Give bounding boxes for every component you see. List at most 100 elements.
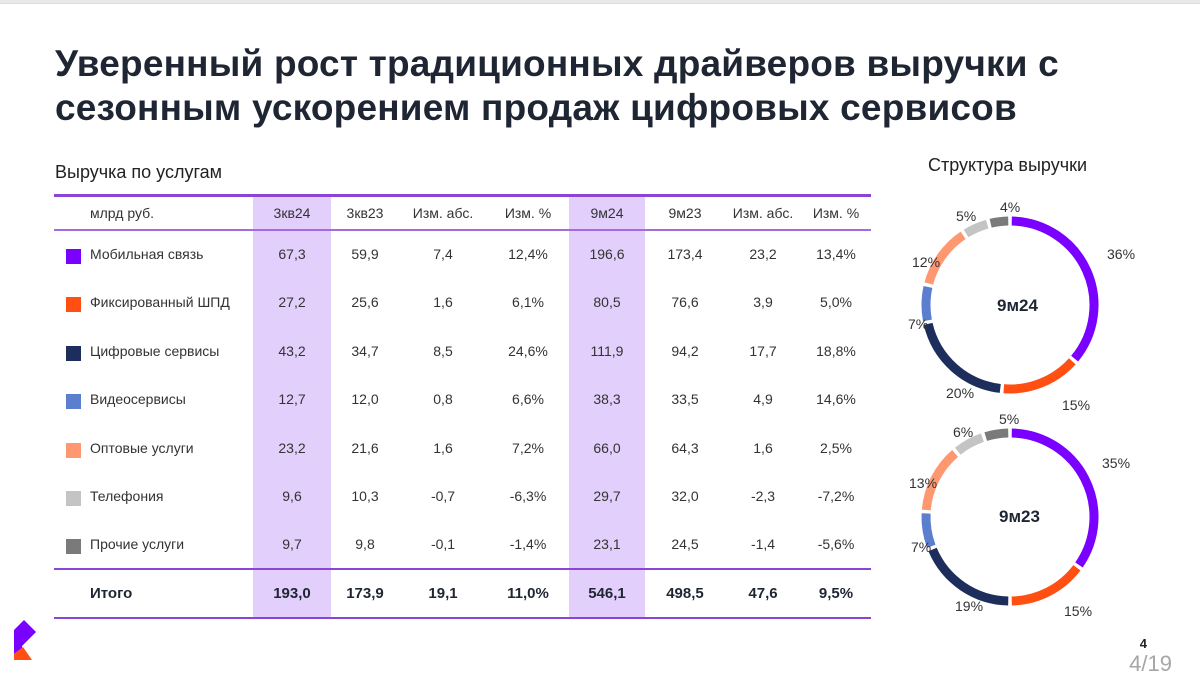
table-cell: 1,6 bbox=[753, 439, 773, 456]
table-cell: 23,2 bbox=[749, 246, 777, 263]
table-cell: 6,1% bbox=[512, 294, 544, 311]
legend-swatch-icon bbox=[66, 297, 81, 313]
legend-swatch-icon bbox=[66, 249, 81, 265]
table-cell: 10,3 bbox=[351, 488, 379, 505]
table-cell: 9,6 bbox=[253, 472, 331, 521]
page-number: 4 bbox=[1139, 636, 1147, 651]
donut-chart-9m24 bbox=[921, 216, 1099, 394]
donut-label: 4% bbox=[1000, 199, 1021, 215]
header-pct-change-9m: Изм. % bbox=[812, 204, 860, 221]
donut-section-title: Структура выручки bbox=[928, 155, 1088, 175]
header-9m24: 9м24 bbox=[569, 195, 645, 230]
donut-label: 35% bbox=[1102, 455, 1131, 471]
table-row: Оптовые услуги 23,2 21,6 1,6 7,2% 66,0 64,3 1,6… bbox=[54, 423, 871, 473]
table-cell: 43,2 bbox=[253, 326, 331, 375]
table-cell: 32,0 bbox=[671, 488, 699, 505]
table-cell: 24,5 bbox=[671, 536, 699, 553]
table-cell: 33,5 bbox=[671, 391, 699, 408]
row-label: Фиксированный ШПД bbox=[54, 278, 253, 327]
table-row: Фиксированный ШПД 27,2 25,6 1,6 6,1% 80,5 76,6… bbox=[54, 278, 871, 327]
donut-chart-9m23 bbox=[921, 428, 1099, 606]
donut-label: 6% bbox=[953, 424, 974, 440]
table-cell: -1,4% bbox=[509, 536, 547, 553]
donut-segment bbox=[923, 322, 1001, 393]
legend-swatch-icon bbox=[66, 394, 81, 410]
table-cell: 6,6% bbox=[512, 391, 544, 408]
header-3q23: 3кв23 bbox=[346, 204, 384, 221]
table-cell: 17,7 bbox=[749, 342, 777, 359]
table-section-label: Выручка по услугам bbox=[55, 162, 223, 182]
row-label-text: Видеосервисы bbox=[90, 391, 186, 408]
total-label: Итого bbox=[90, 585, 133, 602]
table-cell: 34,7 bbox=[351, 342, 379, 359]
table-cell: 9,7 bbox=[253, 520, 331, 569]
donut-segment bbox=[963, 219, 989, 238]
table-cell: 18,8% bbox=[816, 342, 856, 359]
table-cell: 59,9 bbox=[351, 246, 379, 263]
total-cell: 546,1 bbox=[569, 569, 645, 618]
table-cell: 21,6 bbox=[351, 439, 379, 456]
revenue-table: млрд руб. 3кв24 3кв23 Изм. абс. Изм. % 9… bbox=[54, 194, 871, 619]
table-cell: 23,2 bbox=[253, 423, 331, 472]
total-cell: 47,6 bbox=[748, 585, 778, 602]
total-cell: 193,0 bbox=[253, 569, 331, 618]
legend-swatch-icon bbox=[66, 345, 81, 361]
donut-segment bbox=[1011, 216, 1099, 362]
row-label-text: Телефония bbox=[90, 488, 164, 505]
total-row: Итого 193,0 173,9 19,1 11,0% 546,1 498,5 47,6 9,… bbox=[54, 569, 871, 618]
donut-center-label-9m24: 9м24 bbox=[997, 296, 1038, 315]
table-cell: 80,5 bbox=[569, 278, 645, 327]
donut-label: 5% bbox=[956, 208, 977, 224]
table-cell: 2,5% bbox=[820, 439, 852, 456]
legend-swatch-icon bbox=[66, 442, 81, 458]
row-label: Видеосервисы bbox=[54, 375, 253, 424]
table-cell: 7,2% bbox=[512, 439, 544, 456]
donut-segment bbox=[924, 231, 966, 285]
table-row: Видеосервисы 12,7 12,0 0,8 6,6% 38,3 33,5 4,9 14… bbox=[54, 375, 871, 424]
donut-center-label-9m23: 9м23 bbox=[999, 507, 1040, 526]
row-label-text: Цифровые сервисы bbox=[90, 342, 220, 359]
total-cell: 498,5 bbox=[666, 585, 704, 602]
table-cell: 196,6 bbox=[569, 229, 645, 278]
rostelecom-logo-icon bbox=[14, 620, 36, 660]
top-bar bbox=[0, 0, 1200, 4]
row-label: Телефония bbox=[54, 472, 253, 521]
donut-segment bbox=[1011, 564, 1081, 606]
row-label: Цифровые сервисы bbox=[54, 327, 253, 376]
table-row: Прочие услуги 9,7 9,8 -0,1 -1,4% 23,1 24,5 -1,4… bbox=[54, 520, 871, 569]
table-cell: 29,7 bbox=[569, 472, 645, 521]
total-cell: 11,0% bbox=[507, 585, 549, 602]
donut-label: 15% bbox=[1064, 603, 1093, 619]
donut-label: 13% bbox=[909, 475, 938, 491]
donut-segment bbox=[1003, 358, 1076, 394]
donut-label: 20% bbox=[946, 385, 975, 401]
row-label: Мобильная связь bbox=[54, 230, 253, 279]
slide-title: Уверенный рост традиционных драйверов вы… bbox=[55, 43, 1059, 128]
table-cell: -0,7 bbox=[430, 488, 456, 505]
donut-label: 5% bbox=[999, 411, 1020, 427]
table-cell: 12,4% bbox=[508, 246, 548, 263]
donut-segment bbox=[1011, 428, 1099, 568]
row-label: Оптовые услуги bbox=[54, 424, 253, 473]
donut-segment bbox=[921, 285, 933, 322]
total-cell: 19,1 bbox=[428, 585, 458, 602]
row-label-text: Фиксированный ШПД bbox=[90, 294, 230, 311]
table-cell: 9,8 bbox=[355, 536, 375, 553]
header-9m23: 9м23 bbox=[668, 204, 702, 221]
donut-segment bbox=[989, 216, 1009, 228]
table-cell: 76,6 bbox=[671, 294, 699, 311]
table-row: Мобильная связь 67,3 59,9 7,4 12,4% 196,6 173,… bbox=[54, 229, 871, 279]
table-cell: 4,9 bbox=[753, 391, 773, 408]
table-row: Телефония 9,6 10,3 -0,7 -6,3% 29,7 32,0 -2,3 -7,… bbox=[54, 472, 871, 521]
table-cell: 5,0% bbox=[820, 294, 852, 311]
donut-label: 15% bbox=[1062, 397, 1091, 413]
table-cell: -5,6% bbox=[817, 536, 855, 553]
row-label-text: Мобильная связь bbox=[90, 246, 204, 263]
donut-label: 12% bbox=[912, 254, 941, 270]
table-cell: 111,9 bbox=[569, 326, 645, 375]
header-abs-change-9m: Изм. абс. bbox=[732, 204, 794, 221]
table-cell: 25,6 bbox=[351, 294, 379, 311]
table-cell: 173,4 bbox=[667, 246, 703, 263]
total-cell: 9,5% bbox=[818, 585, 854, 602]
table-cell: 64,3 bbox=[671, 439, 699, 456]
